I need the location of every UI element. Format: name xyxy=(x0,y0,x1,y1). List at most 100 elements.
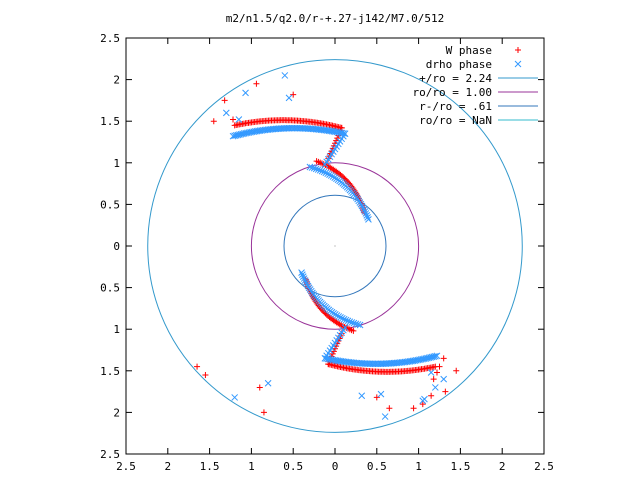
data-point xyxy=(453,367,460,374)
circle-2-24 xyxy=(147,59,523,433)
arm-point xyxy=(346,318,354,326)
data-point xyxy=(210,118,217,125)
arm-point xyxy=(290,124,298,132)
arm-point xyxy=(293,124,301,132)
arm-point xyxy=(303,280,311,288)
data-point xyxy=(221,97,228,104)
arm-point xyxy=(296,124,304,132)
arm-hook-point xyxy=(341,324,349,331)
data-point xyxy=(264,379,272,387)
y-tick-label: 1.5 xyxy=(100,365,120,378)
data-point xyxy=(230,116,237,123)
arm-point xyxy=(365,216,372,223)
arm-point xyxy=(306,163,314,171)
x-tick-label: 0 xyxy=(332,460,339,473)
legend-label: ro/ro = NaN xyxy=(419,114,492,127)
data-point xyxy=(442,388,449,395)
arm-point xyxy=(354,321,362,328)
arm-point xyxy=(432,352,439,360)
arm-point xyxy=(301,277,309,284)
arm-point xyxy=(229,132,237,140)
data-point xyxy=(222,109,230,117)
data-point xyxy=(290,91,297,98)
x-tick-label: 1.5 xyxy=(200,460,220,473)
data-point xyxy=(419,397,427,405)
data-point xyxy=(285,94,293,102)
arm-point xyxy=(295,124,302,132)
y-tick-label: 2.5 xyxy=(100,32,120,45)
arm-hook-point xyxy=(321,161,329,168)
arm-hook-point xyxy=(329,350,336,357)
legend-label: W phase xyxy=(446,44,492,57)
data-point xyxy=(358,392,366,400)
legend-marker-sample xyxy=(515,47,521,53)
x-tick-label: 1.5 xyxy=(450,460,470,473)
arm-point xyxy=(337,314,344,321)
data-point xyxy=(194,363,201,370)
x-tick-label: 0.5 xyxy=(367,460,387,473)
legend-marker-sample xyxy=(514,60,522,68)
arm-point xyxy=(371,360,379,368)
data-point xyxy=(433,369,440,376)
y-tick-label: 2 xyxy=(113,406,120,419)
x-tick-label: 2 xyxy=(499,460,506,473)
legend-label: r-/ro = .61 xyxy=(419,100,492,113)
circle-0-61 xyxy=(283,194,387,298)
arm-point xyxy=(364,214,371,221)
arm-point xyxy=(318,167,326,175)
y-tick-label: 0.5 xyxy=(100,198,120,211)
data-point xyxy=(231,394,239,401)
circle-1 xyxy=(250,162,420,330)
data-point xyxy=(377,390,385,398)
x-tick-label: 1 xyxy=(248,460,255,473)
arm-point xyxy=(348,319,356,326)
y-tick-label: 1 xyxy=(113,157,120,170)
arm-hook-point xyxy=(333,137,340,144)
arm-point xyxy=(366,360,374,368)
arm-point xyxy=(304,282,312,290)
arm-point xyxy=(335,313,343,320)
legend-label: ro/ro = 1.00 xyxy=(413,86,492,99)
arm-hook-point xyxy=(334,135,341,142)
arm-point xyxy=(344,317,352,325)
arm-point xyxy=(310,164,318,172)
data-point xyxy=(440,375,448,383)
data-point xyxy=(256,384,263,391)
data-point xyxy=(386,405,393,412)
data-point xyxy=(202,371,209,378)
arm-point xyxy=(299,271,306,278)
arm-hook-point xyxy=(330,348,337,355)
arm-point xyxy=(298,269,305,276)
arm-point xyxy=(372,360,380,368)
arm-point xyxy=(316,166,324,174)
origin-dot xyxy=(334,245,336,247)
y-tick-label: 1 xyxy=(113,323,120,336)
legend-label: drho phase xyxy=(426,58,492,71)
arm-point xyxy=(357,200,365,208)
arm-point xyxy=(369,360,377,368)
data-point xyxy=(281,72,289,79)
arm-point xyxy=(320,168,328,176)
arm-point xyxy=(299,273,307,280)
data-point xyxy=(373,394,380,401)
data-point xyxy=(428,392,435,399)
x-tick-label: 2.5 xyxy=(116,460,136,473)
x-tick-label: 0.5 xyxy=(283,460,303,473)
axis-ticks: 2.5 2 1.5 1 0.5 0 0.5 1 1.5 2 2.52.521.510.500.511… xyxy=(100,32,554,473)
arm-point xyxy=(359,204,367,212)
arm-point xyxy=(324,170,332,178)
arm-point xyxy=(305,284,313,292)
y-tick-label: 0 xyxy=(113,240,120,253)
arm-point xyxy=(231,132,238,140)
data-point xyxy=(427,369,435,376)
arm-point xyxy=(291,124,299,132)
data-point xyxy=(440,355,447,362)
chart-title: m2/n1.5/q2.0/r-+.27-j142/M7.0/512 xyxy=(226,12,445,25)
arm-point xyxy=(350,319,358,327)
data-point xyxy=(235,116,243,123)
data-point xyxy=(431,384,439,391)
y-tick-label: 2.5 xyxy=(100,448,120,461)
data-points xyxy=(194,72,460,420)
arm-point xyxy=(300,275,308,282)
